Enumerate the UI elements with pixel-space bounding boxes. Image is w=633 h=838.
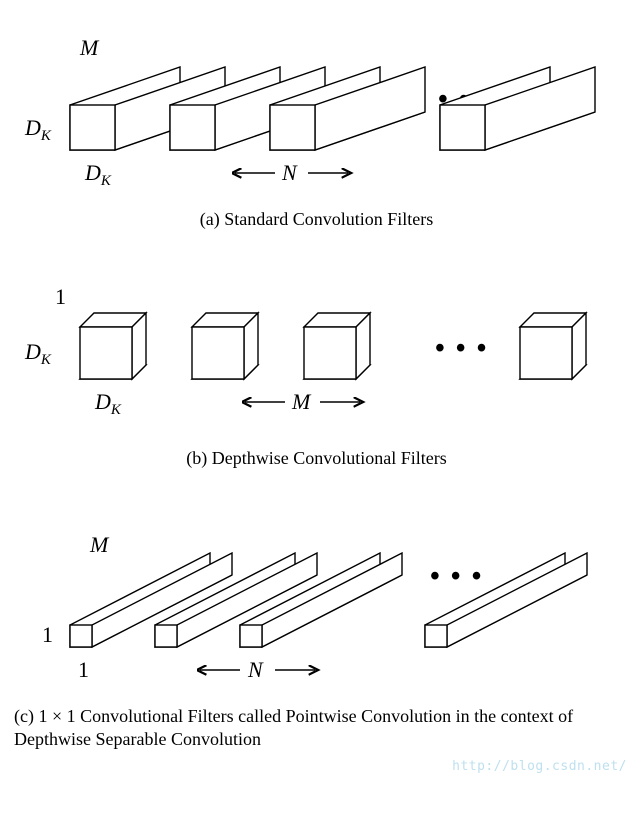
panel-b-svg: • • • 1 DK DK M — [0, 259, 633, 439]
label-one-left: 1 — [42, 622, 53, 647]
label-one-bottom: 1 — [78, 657, 89, 682]
label-n: N — [281, 160, 298, 185]
panel-a-caption: (a) Standard Convolution Filters — [0, 200, 633, 259]
label-dk-bottom: DK — [84, 160, 112, 189]
panel-a-boxes: • • • — [70, 67, 595, 150]
label-m: M — [89, 532, 110, 557]
panel-a-svg: • • • M DK DK N — [0, 0, 633, 200]
panel-b: • • • 1 DK DK M (b) Depthwise Convolutio… — [0, 259, 633, 498]
label-dk-bottom: DK — [94, 389, 122, 418]
cube — [192, 313, 258, 379]
figure: • • • M DK DK N (a) Standard Convolution… — [0, 0, 633, 778]
panel-c-caption: (c) 1 × 1 Convolutional Filters called P… — [0, 697, 633, 778]
label-dk-left: DK — [24, 115, 52, 144]
panel-c-svg: • • • M 1 1 N — [0, 497, 633, 697]
panel-c: • • • M 1 1 N (c) 1 × 1 Convolutional Fi… — [0, 497, 633, 778]
panel-c-boxes: • • • — [70, 553, 587, 647]
label-n: N — [247, 657, 264, 682]
label-m: M — [79, 35, 100, 60]
panel-b-boxes: • • • — [80, 313, 586, 379]
label-dk-left: DK — [24, 339, 52, 368]
cube — [520, 313, 586, 379]
label-m: M — [291, 389, 312, 414]
panel-a: • • • M DK DK N (a) Standard Convolution… — [0, 0, 633, 259]
cuboid — [440, 67, 595, 150]
ellipsis: • • • — [435, 333, 488, 364]
cube — [80, 313, 146, 379]
label-one: 1 — [55, 284, 66, 309]
ellipsis: • • • — [430, 561, 483, 592]
panel-b-caption: (b) Depthwise Convolutional Filters — [0, 439, 633, 498]
cube — [304, 313, 370, 379]
